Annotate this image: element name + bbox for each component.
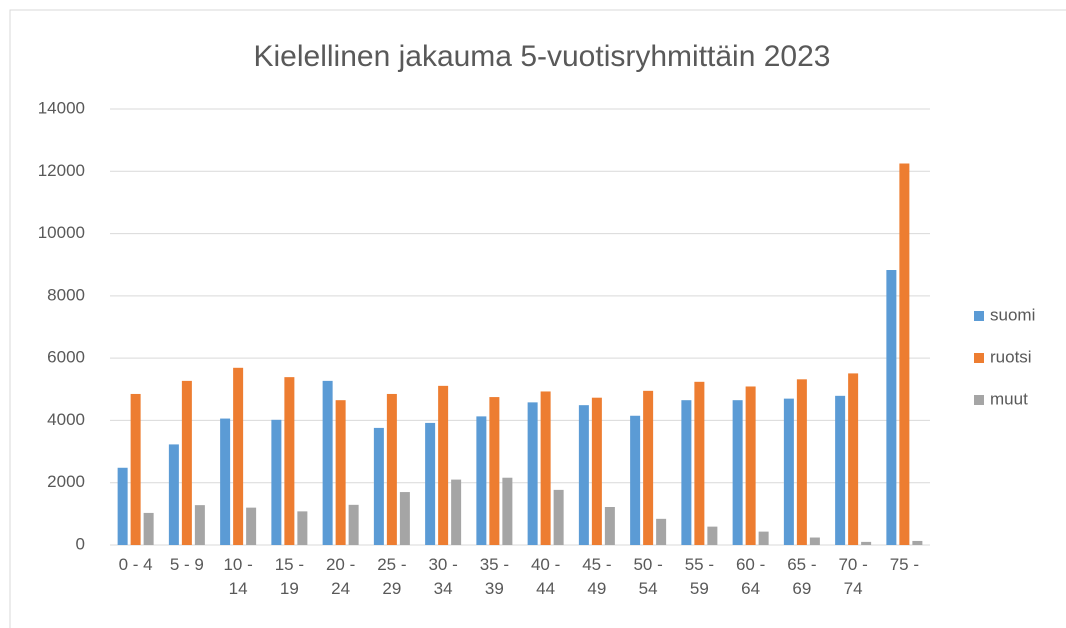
bar — [540, 391, 551, 545]
y-tick-label: 2000 — [47, 472, 85, 491]
bar — [117, 467, 128, 545]
bar — [233, 367, 244, 545]
bar — [681, 400, 692, 545]
x-tick-label: 75 - — [889, 555, 920, 574]
bar — [168, 444, 179, 545]
y-tick-label: 10000 — [38, 223, 85, 242]
bar — [745, 386, 756, 545]
bar — [656, 518, 667, 545]
bar — [758, 531, 769, 545]
bar — [489, 397, 500, 545]
bar — [912, 540, 923, 545]
x-tick-label: 30 - 34 — [428, 555, 458, 598]
bar — [809, 537, 820, 545]
x-tick-label: 10 - 14 — [223, 555, 253, 598]
y-tick-label: 6000 — [47, 348, 85, 367]
bar — [373, 427, 384, 545]
x-tick-label: 50 - 54 — [633, 555, 663, 598]
legend-swatch — [974, 353, 984, 363]
bar — [502, 477, 513, 545]
bar — [553, 489, 564, 545]
bar — [783, 398, 794, 545]
bar — [246, 507, 257, 545]
y-tick-label: 8000 — [47, 285, 85, 304]
bar — [271, 419, 282, 545]
x-tick-label: 5 - 9 — [169, 555, 204, 574]
bar — [835, 395, 846, 545]
bar — [181, 380, 192, 545]
bar — [796, 379, 807, 545]
bar — [438, 385, 449, 545]
bar — [220, 418, 231, 545]
bar — [630, 415, 641, 545]
legend-label: ruotsi — [990, 347, 1032, 366]
bar — [899, 163, 910, 545]
x-tick-label: 40 - 44 — [530, 555, 561, 598]
x-tick-label: 60 - 64 — [735, 555, 766, 598]
legend-label: suomi — [990, 305, 1035, 324]
x-tick-label: 20 - 24 — [325, 555, 356, 598]
legend-swatch — [974, 395, 984, 405]
y-tick-label: 14000 — [38, 98, 85, 117]
bar — [732, 400, 743, 545]
legend-swatch — [974, 311, 984, 321]
x-tick-label: 65 - 69 — [787, 555, 817, 598]
bar — [297, 511, 308, 545]
bar — [194, 505, 205, 545]
bar — [886, 270, 897, 545]
bar — [476, 416, 487, 545]
bar — [527, 402, 538, 545]
x-tick-label: 25 - 29 — [377, 555, 407, 598]
bar — [643, 390, 654, 545]
bar — [578, 405, 589, 545]
bar — [861, 541, 872, 545]
y-tick-label: 0 — [76, 534, 85, 553]
bar — [707, 526, 718, 545]
x-tick-label: 0 - 4 — [118, 555, 153, 574]
bar — [348, 504, 359, 545]
x-tick-label: 15 - 19 — [274, 555, 305, 598]
x-tick-label: 70 - 74 — [838, 555, 868, 598]
y-tick-label: 4000 — [47, 410, 85, 429]
y-tick-label: 12000 — [38, 161, 85, 180]
bar — [604, 507, 615, 545]
bar — [335, 400, 346, 545]
bar — [399, 492, 410, 545]
bar — [386, 393, 397, 545]
bar — [322, 380, 333, 545]
bar — [130, 393, 141, 545]
bar — [143, 512, 154, 545]
bar — [694, 381, 705, 545]
bar — [425, 422, 436, 545]
chart-title: Kielellinen jakauma 5-vuotisryhmittäin 2… — [254, 40, 831, 73]
chart-frame — [9, 9, 1066, 628]
x-tick-label: 35 - 39 — [479, 555, 510, 598]
x-tick-label: 55 - 59 — [684, 555, 715, 598]
bar — [591, 397, 602, 545]
bar — [284, 377, 295, 545]
bar — [848, 373, 859, 545]
bar — [451, 479, 462, 545]
legend-label: muut — [990, 389, 1028, 408]
x-tick-label: 45 - 49 — [582, 555, 612, 598]
